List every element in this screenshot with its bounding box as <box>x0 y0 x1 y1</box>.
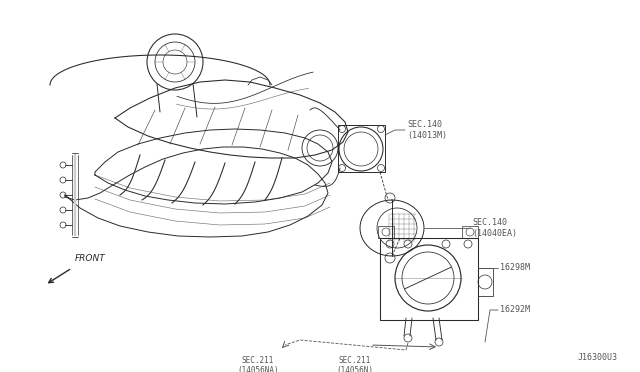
Text: 16298M: 16298M <box>500 263 530 273</box>
Text: FRONT: FRONT <box>75 254 106 263</box>
Text: 16292M: 16292M <box>500 305 530 314</box>
Text: SEC.140
(14040EA): SEC.140 (14040EA) <box>472 218 517 238</box>
Text: J16300U3: J16300U3 <box>578 353 618 362</box>
Text: SEC.140
(14013M): SEC.140 (14013M) <box>407 120 447 140</box>
Text: SEC.211
(14056N): SEC.211 (14056N) <box>337 356 374 372</box>
Text: SEC.211
(14056NA): SEC.211 (14056NA) <box>237 356 279 372</box>
